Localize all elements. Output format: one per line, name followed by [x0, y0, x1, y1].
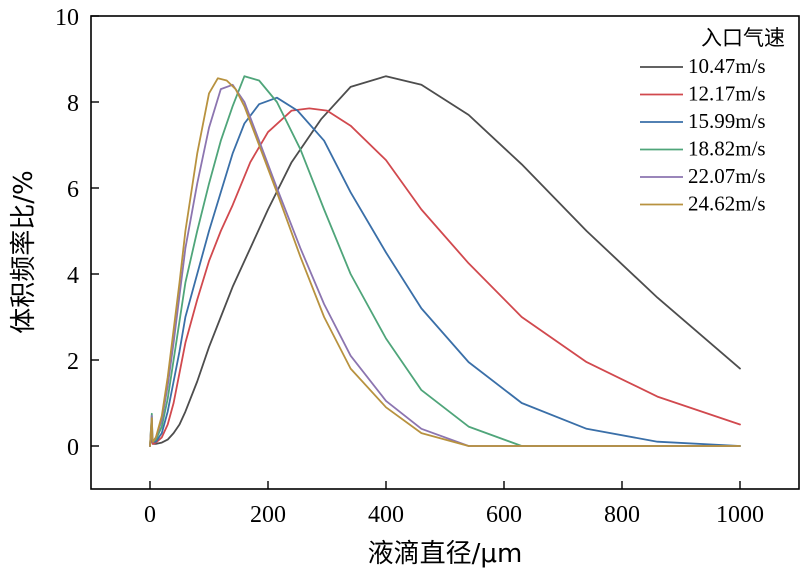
- series-line-3: [149, 96, 741, 447]
- legend-label-2: 12.17m/s: [688, 82, 766, 106]
- x-tick-label: 600: [486, 502, 522, 528]
- y-tick-label: 0: [67, 435, 79, 461]
- legend-label-6: 24.62m/s: [688, 192, 766, 216]
- series-group: [149, 75, 741, 447]
- series-line-1: [149, 75, 741, 447]
- y-tick-label: 6: [67, 177, 79, 203]
- x-axis-ticks: 0 200 400 600 800 1000: [144, 481, 764, 528]
- plot-frame: [90, 15, 800, 490]
- y-tick-label: 8: [67, 91, 79, 117]
- y-axis-title: 体积频率比/%: [9, 170, 39, 333]
- legend: 入口气速 10.47m/s 12.17m/s 15.99m/s 18.82m/s 22.…: [640, 26, 785, 216]
- legend-label-3: 15.99m/s: [688, 109, 766, 133]
- x-tick-label: 200: [250, 502, 286, 528]
- series-line-4: [149, 75, 741, 447]
- series-line-2: [149, 107, 741, 447]
- x-axis-title: 液滴直径/μm: [368, 539, 523, 569]
- y-tick-label: 2: [67, 349, 79, 375]
- y-tick-label: 4: [67, 263, 79, 289]
- legend-title: 入口气速: [701, 26, 785, 50]
- y-axis-ticks: 0 2 4 6 8 10: [55, 5, 99, 461]
- x-tick-label: 1000: [716, 502, 764, 528]
- x-tick-label: 0: [144, 502, 156, 528]
- x-tick-label: 400: [368, 502, 404, 528]
- x-tick-label: 800: [604, 502, 640, 528]
- legend-label-4: 18.82m/s: [688, 137, 766, 161]
- y-tick-label: 10: [55, 5, 79, 31]
- legend-label-5: 22.07m/s: [688, 164, 766, 188]
- legend-label-1: 10.47m/s: [688, 54, 766, 78]
- plot-area: [90, 15, 800, 490]
- series-line-6: [149, 77, 741, 447]
